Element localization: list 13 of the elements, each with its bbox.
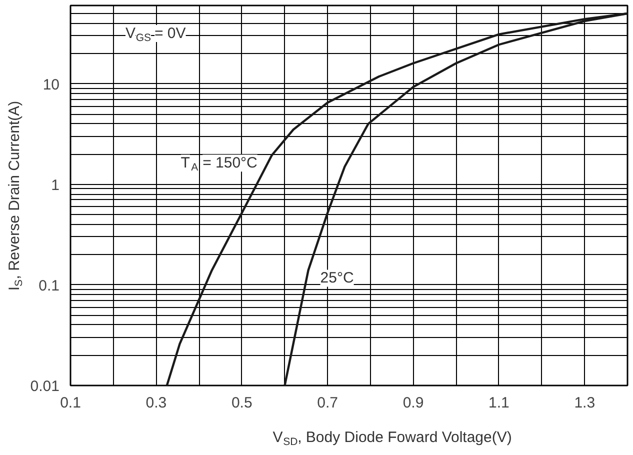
x-tick-label: 1.1 [488, 394, 510, 412]
x-tick-label: 1.3 [574, 394, 596, 412]
y-tick-label: 0.1 [38, 277, 60, 294]
series-label: 25°C [320, 270, 354, 287]
y-tick-label: 0.01 [30, 378, 60, 395]
y-axis-title: IS, Reverse Drain Current(A) [6, 100, 25, 291]
x-tick-label: 0.7 [317, 394, 338, 412]
x-tick-label: 0.3 [146, 394, 167, 412]
y-tick-label: 1 [51, 176, 60, 194]
x-tick-label: 0.1 [60, 394, 81, 412]
x-tick-label: 0.9 [402, 394, 424, 412]
x-tick-label: 0.5 [231, 394, 252, 412]
y-tick-label: 10 [42, 76, 60, 94]
